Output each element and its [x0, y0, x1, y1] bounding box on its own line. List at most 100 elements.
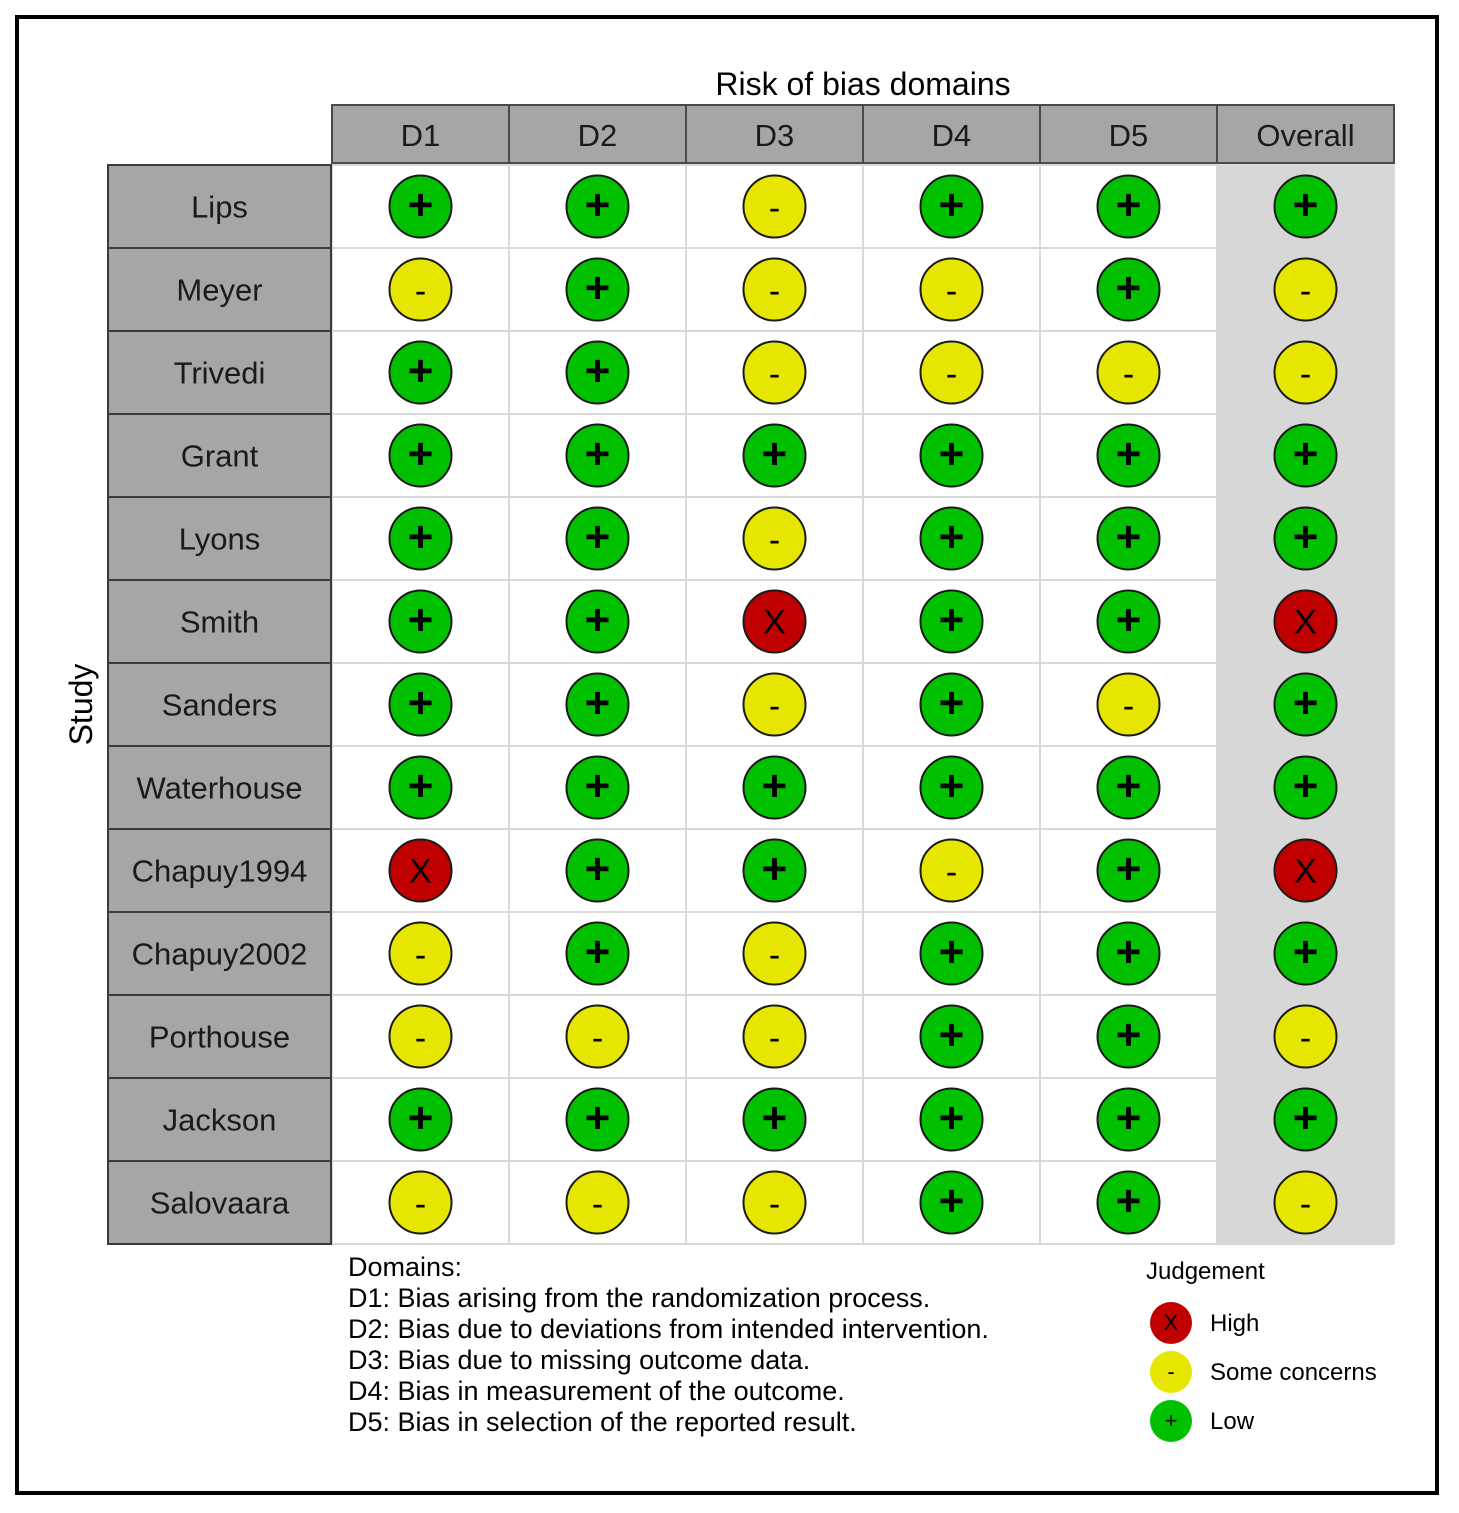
judgement-symbol: +: [939, 596, 965, 645]
study-label: Jackson: [163, 1103, 277, 1138]
judgement-symbol: -: [769, 688, 780, 726]
judgement-dot: [565, 1087, 630, 1152]
judgement-dot: [919, 1004, 984, 1069]
legend-label-high: High: [1210, 1310, 1260, 1337]
judgement-symbol: +: [939, 181, 965, 230]
judgement-dot: [565, 755, 630, 820]
judgement-dot: [1273, 755, 1338, 820]
judgement-dot: [919, 257, 984, 322]
judgement-symbol: +: [1293, 513, 1319, 562]
judgement-dot: [742, 174, 807, 239]
judgement-dot: [919, 423, 984, 488]
judgement-symbol: -: [769, 937, 780, 975]
legend-label-low: Low: [1210, 1408, 1255, 1435]
judgement-dot: [1273, 340, 1338, 405]
study-label-box: [107, 496, 332, 581]
column-header-box: [1216, 104, 1395, 164]
judgement-symbol: +: [585, 928, 611, 977]
judgement-symbol: -: [592, 1186, 603, 1224]
legend-high-icon: X: [1150, 1302, 1192, 1344]
study-label: Trivedi: [174, 356, 266, 391]
domains-heading: Domains:: [348, 1252, 463, 1282]
study-label-box: [107, 745, 332, 830]
judgement-symbol: -: [1300, 1186, 1311, 1224]
study-label: Grant: [181, 439, 259, 474]
judgement-dot: [919, 506, 984, 571]
judgement-symbol: +: [585, 430, 611, 479]
judgement-dot: [742, 1004, 807, 1069]
study-label: Lyons: [179, 522, 261, 557]
judgement-dot: [919, 838, 984, 903]
column-header-label: D2: [578, 118, 618, 153]
study-label: Meyer: [176, 273, 262, 308]
judgement-symbol: -: [1300, 1020, 1311, 1058]
domains-note: Domains: D1: Bias arising from the rando…: [348, 1252, 989, 1438]
column-header-label: D1: [401, 118, 441, 153]
study-label-box: [107, 330, 332, 415]
judgement-symbol: +: [1116, 1177, 1142, 1226]
judgement-dot: [742, 1170, 807, 1235]
judgement-dot: [919, 755, 984, 820]
judgement-symbol: +: [1116, 762, 1142, 811]
judgement-dot: [565, 921, 630, 986]
judgement-dot: [388, 1087, 453, 1152]
domain-line-d2: D2: Bias due to deviations from intended…: [348, 1314, 989, 1344]
judgement-symbol: +: [408, 513, 434, 562]
judgement-symbol: -: [415, 937, 426, 975]
judgement-symbol: +: [585, 762, 611, 811]
judgement-symbol: +: [408, 762, 434, 811]
study-label-box: [107, 413, 332, 498]
domain-line-d3: D3: Bias due to missing outcome data.: [348, 1345, 811, 1375]
judgement-dot: [565, 838, 630, 903]
judgement-symbol: +: [1116, 181, 1142, 230]
judgement-symbol: -: [1123, 356, 1134, 394]
judgement-dot: [1273, 174, 1338, 239]
judgement-symbol: -: [592, 1020, 603, 1058]
judgement-dot: [388, 921, 453, 986]
judgement-symbol: +: [939, 1094, 965, 1143]
judgement-symbol: -: [946, 273, 957, 311]
judgement-symbol: +: [939, 762, 965, 811]
judgement-symbol: +: [939, 1177, 965, 1226]
judgement-symbol: -: [415, 1020, 426, 1058]
column-header-box: [1039, 104, 1218, 164]
judgement-dot: [919, 1170, 984, 1235]
judgement-symbol: +: [1116, 430, 1142, 479]
judgement-dot: [919, 340, 984, 405]
judgement-dot: [742, 423, 807, 488]
judgement-dot: [1096, 755, 1161, 820]
judgement-symbol: +: [1293, 679, 1319, 728]
study-label: Salovaara: [150, 1186, 290, 1221]
legend-title: Judgement: [1146, 1258, 1265, 1285]
judgement-dot: [388, 506, 453, 571]
judgement-dot: [1096, 340, 1161, 405]
judgement-symbol: +: [939, 430, 965, 479]
judgement-symbol: +: [585, 347, 611, 396]
judgement-dot: [388, 423, 453, 488]
column-header-label: Overall: [1256, 118, 1354, 153]
judgement-symbol: -: [1123, 688, 1134, 726]
judgement-dot: [388, 672, 453, 737]
judgement-symbol: X: [1294, 604, 1317, 642]
judgement-symbol: +: [939, 1011, 965, 1060]
judgement-dot: [742, 755, 807, 820]
judgement-symbol: +: [1293, 928, 1319, 977]
judgement-symbol: -: [769, 356, 780, 394]
judgement-symbol: +: [585, 596, 611, 645]
judgement-dot: [1096, 423, 1161, 488]
judgement-symbol: -: [946, 854, 957, 892]
judgement-symbol: -: [769, 273, 780, 311]
judgement-symbol: +: [762, 430, 788, 479]
domain-line-d4: D4: Bias in measurement of the outcome.: [348, 1376, 845, 1406]
judgement-symbol: -: [415, 273, 426, 311]
judgement-dot: [565, 340, 630, 405]
study-label-box: [107, 164, 332, 249]
judgement-symbol: +: [1116, 264, 1142, 313]
judgement-dot: [1273, 1087, 1338, 1152]
judgement-dot: [1273, 257, 1338, 322]
judgement-dot: [919, 589, 984, 654]
study-label: Chapuy1994: [132, 854, 308, 889]
judgement-dot: [565, 672, 630, 737]
judgement-symbol: +: [1116, 928, 1142, 977]
